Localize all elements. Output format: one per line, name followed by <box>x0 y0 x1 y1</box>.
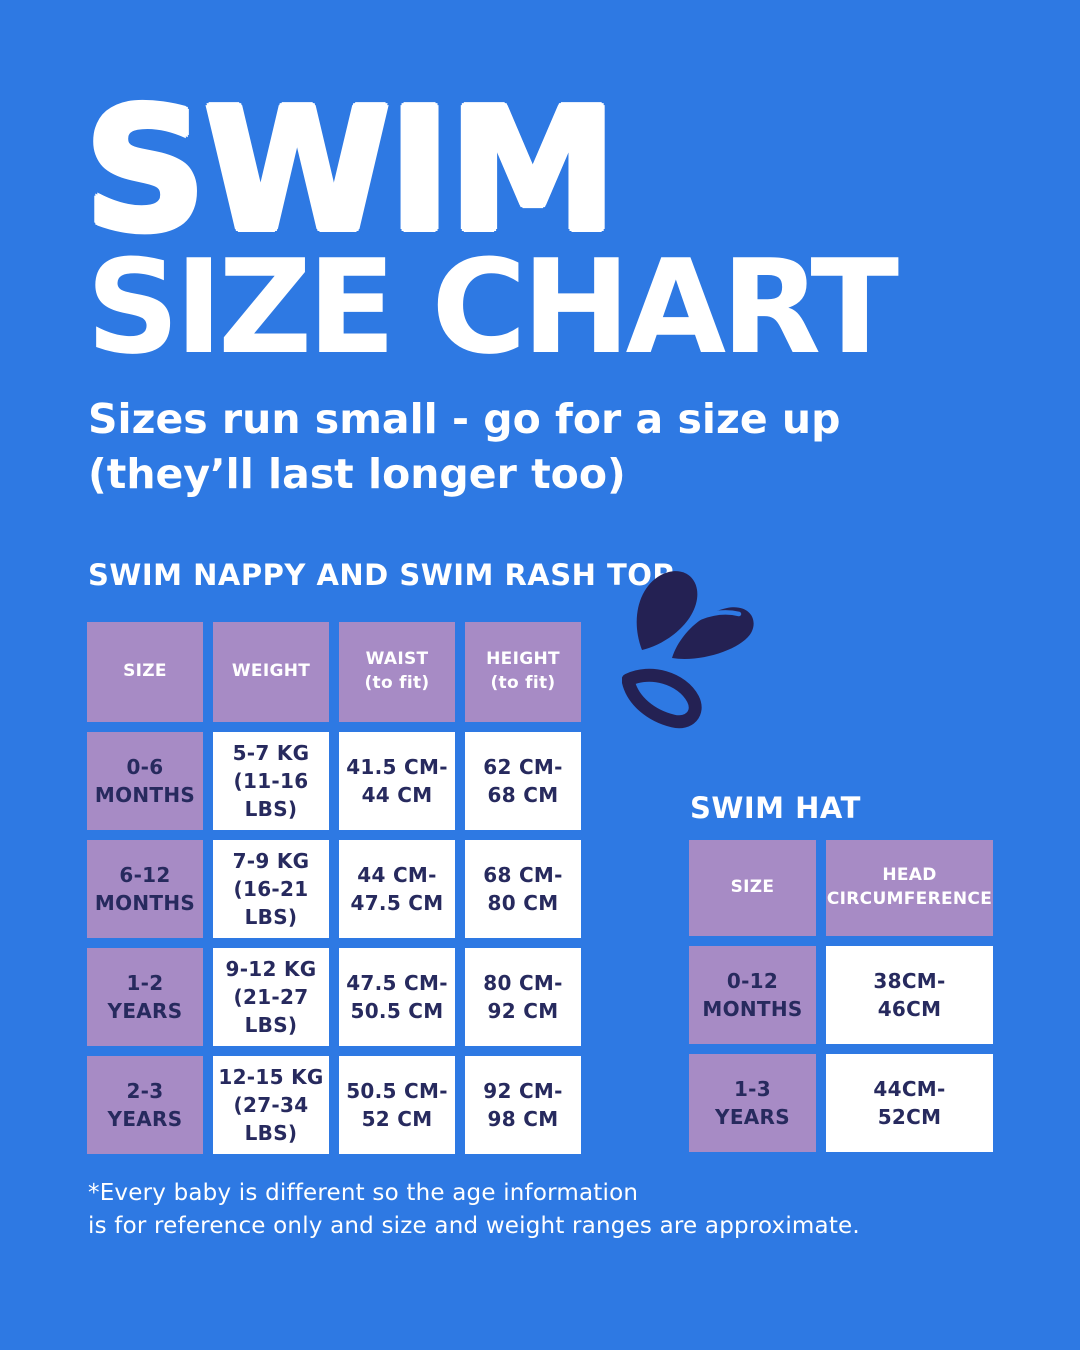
circumference-cell: 44CM- 52CM <box>826 1054 993 1152</box>
header-cell-size: SIZE <box>87 622 203 722</box>
size-cell: 1-3 YEARS <box>689 1054 816 1152</box>
hat-section-title: SWIM HAT <box>690 791 861 825</box>
water-splash-icon <box>622 571 754 729</box>
page-title: SWIM <box>84 72 617 270</box>
weight-cell: 12-15 KG (27-34 LBS) <box>213 1056 329 1154</box>
waist-cell: 44 CM- 47.5 CM <box>339 840 455 938</box>
size-cell: 2-3 YEARS <box>87 1056 203 1154</box>
circumference-cell: 38CM- 46CM <box>826 946 993 1044</box>
size-cell: 0-6 MONTHS <box>87 732 203 830</box>
header-cell-head-circumference: HEAD CIRCUMFERENCE <box>826 840 993 936</box>
size-cell: 0-12 MONTHS <box>689 946 816 1044</box>
weight-cell: 9-12 KG (21-27 LBS) <box>213 948 329 1046</box>
height-cell: 92 CM- 98 CM <box>465 1056 581 1154</box>
header-cell-height: HEIGHT (to fit) <box>465 622 581 722</box>
header-cell-waist: WAIST (to fit) <box>339 622 455 722</box>
weight-cell: 5-7 KG (11-16 LBS) <box>213 732 329 830</box>
waist-cell: 50.5 CM- 52 CM <box>339 1056 455 1154</box>
header-cell-size: SIZE <box>689 840 816 936</box>
size-cell: 1-2 YEARS <box>87 948 203 1046</box>
waist-cell: 47.5 CM- 50.5 CM <box>339 948 455 1046</box>
waist-cell: 41.5 CM- 44 CM <box>339 732 455 830</box>
height-cell: 80 CM- 92 CM <box>465 948 581 1046</box>
nappy-section-title: SWIM NAPPY AND SWIM RASH TOP <box>88 558 675 592</box>
disclaimer-footnote: *Every baby is different so the age info… <box>88 1180 860 1239</box>
nappy-size-table: SIZE WEIGHT WAIST (to fit) HEIGHT (to fi… <box>87 622 581 1154</box>
hat-size-table: SIZE HEAD CIRCUMFERENCE 0-12 MONTHS 38CM… <box>689 840 993 1152</box>
height-cell: 62 CM- 68 CM <box>465 732 581 830</box>
size-cell: 6-12 MONTHS <box>87 840 203 938</box>
header-cell-weight: WEIGHT <box>213 622 329 722</box>
page-subtitle-title: SIZE CHART <box>86 231 899 383</box>
weight-cell: 7-9 KG (16-21 LBS) <box>213 840 329 938</box>
height-cell: 68 CM- 80 CM <box>465 840 581 938</box>
sizing-advice-text: Sizes run small - go for a size up (they… <box>88 395 841 498</box>
